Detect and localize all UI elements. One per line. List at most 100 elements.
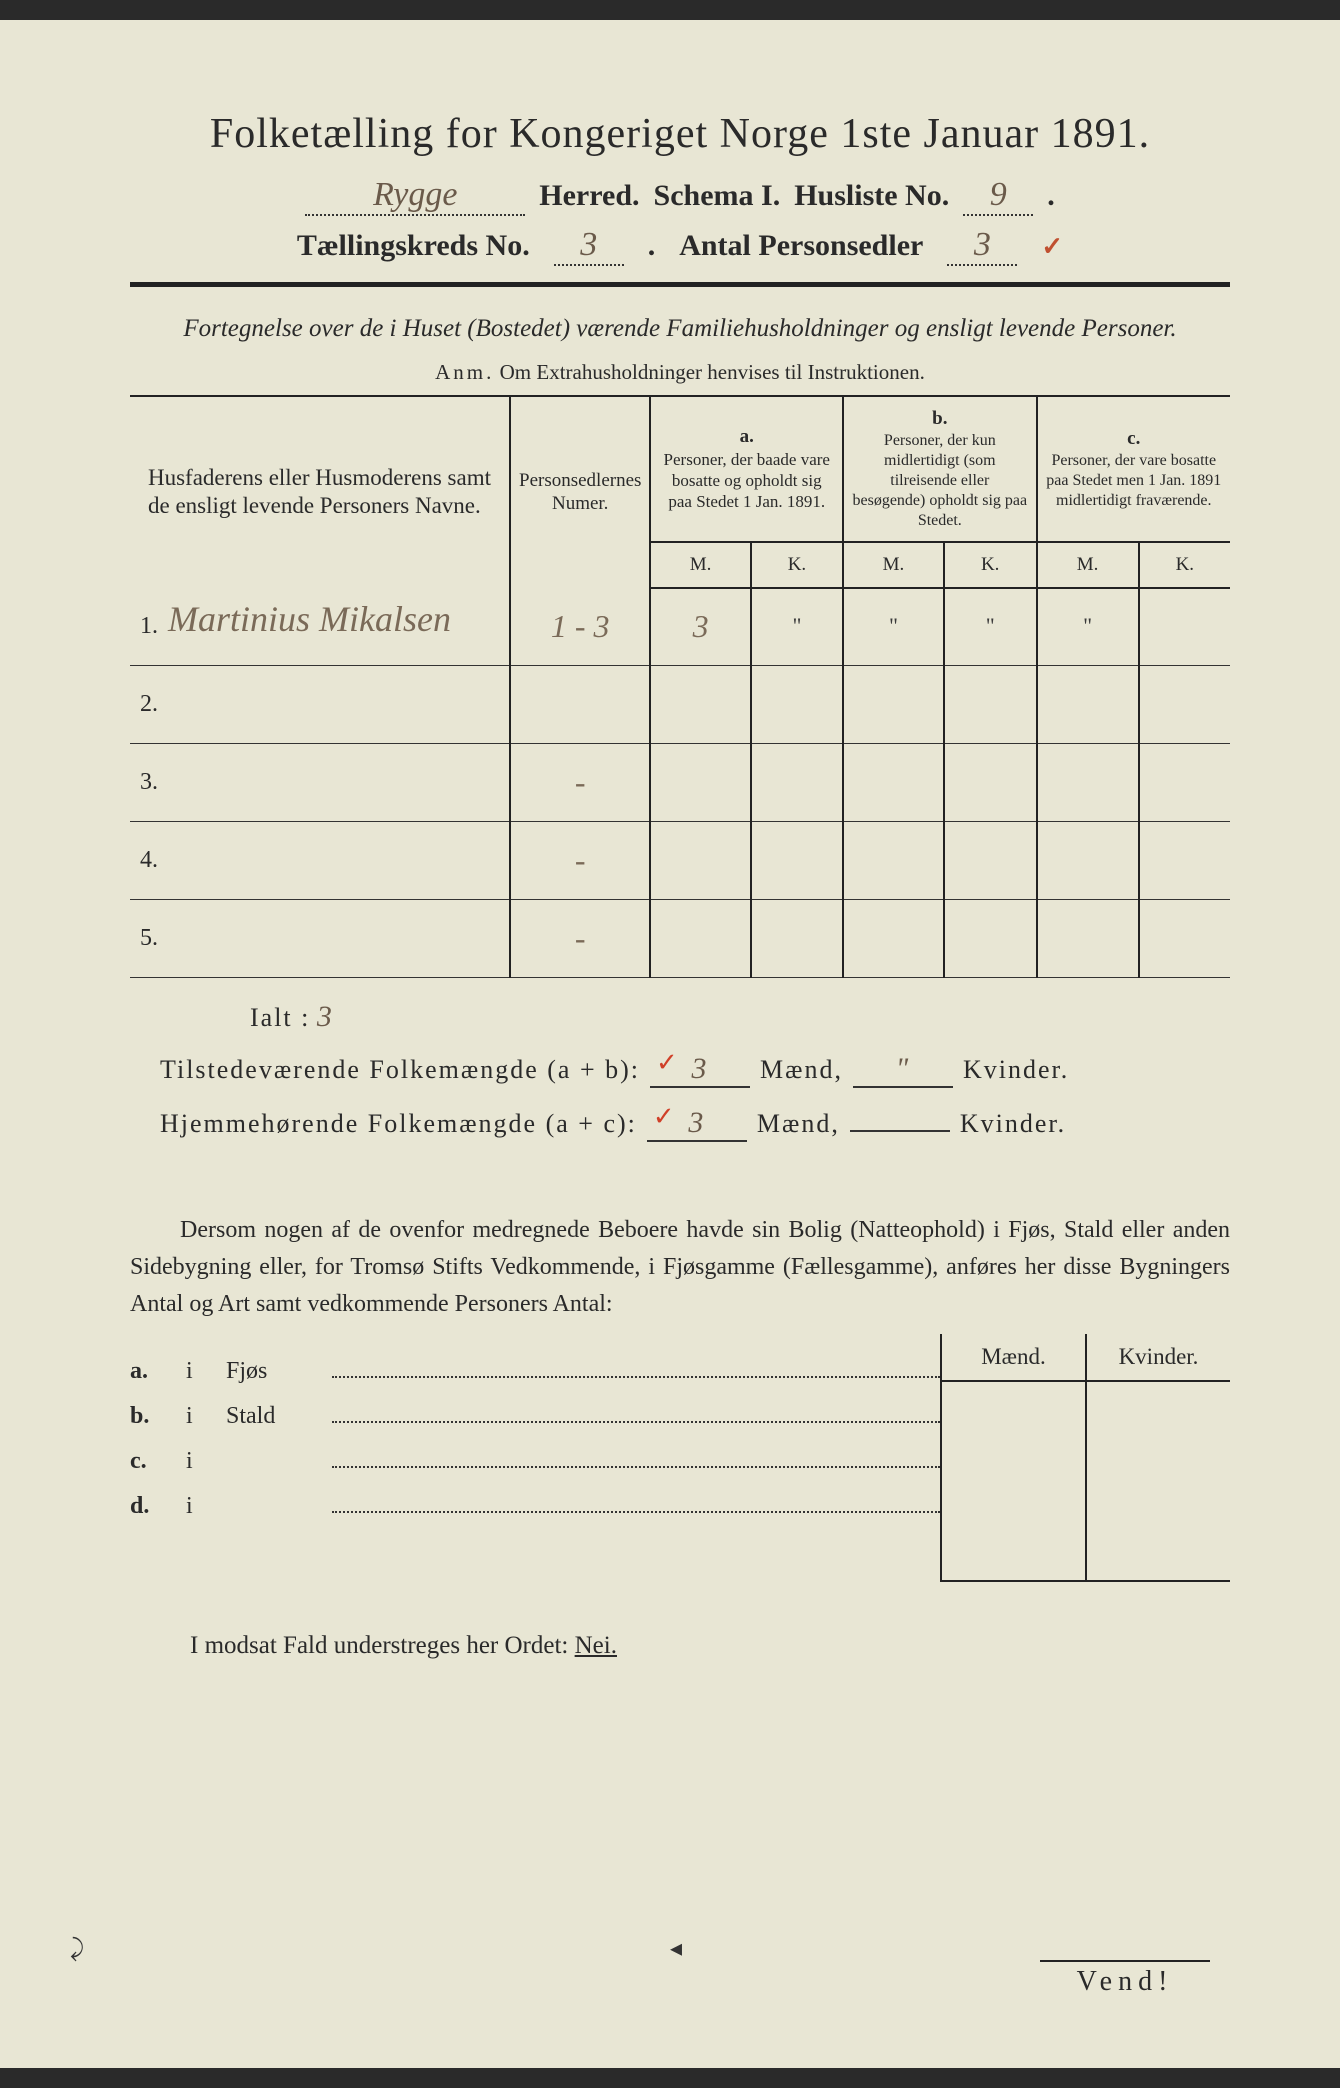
summary-resident: Hjemmehørende Folkemængde (a + c): ✓3 Mæ… xyxy=(130,1106,1230,1142)
building-row: b. i Stald xyxy=(130,1399,940,1430)
a-k-cell xyxy=(751,900,843,978)
c-m-cell xyxy=(1037,666,1139,744)
building-rows: a. i Fjøs b. i Stald c.i d. i xyxy=(130,1334,940,1582)
a-k-cell xyxy=(751,822,843,900)
col-b-k: K. xyxy=(944,542,1037,588)
b-m-cell xyxy=(843,744,944,822)
num-cell xyxy=(510,666,650,744)
check-icon: ✓ xyxy=(653,1102,677,1132)
subtitle: Fortegnelse over de i Huset (Bostedet) v… xyxy=(130,311,1230,346)
building-row: d. i xyxy=(130,1489,940,1520)
row-label: b. xyxy=(130,1403,170,1430)
a-m-cell: 3 xyxy=(650,588,750,666)
dotted-line xyxy=(332,1354,940,1378)
schema-label: Schema I. xyxy=(654,179,781,213)
a-k-cell xyxy=(751,744,843,822)
col-c-m: M. xyxy=(1037,542,1139,588)
col-a-k: K. xyxy=(751,542,843,588)
b-m-cell: " xyxy=(843,588,944,666)
sum2-maend-label: Mænd, xyxy=(757,1109,840,1139)
name-cell: 5. xyxy=(130,900,510,978)
b-m-cell xyxy=(843,666,944,744)
herred-value: Rygge xyxy=(373,176,457,213)
col-header-c: c. Personer, der vare bosatte paa Stedet… xyxy=(1037,397,1230,542)
c-m-cell xyxy=(1037,900,1139,978)
building-row: a. i Fjøs xyxy=(130,1354,940,1385)
sum1-kvinder: " xyxy=(896,1052,911,1085)
row-word: Fjøs xyxy=(226,1358,316,1385)
a-m-cell xyxy=(650,900,750,978)
husliste-value: 9 xyxy=(990,176,1007,213)
row-i: i xyxy=(186,1403,210,1430)
anm-lead: Anm. xyxy=(435,360,494,384)
check-icon: ✓ xyxy=(656,1048,680,1078)
col-header-number: Personsedlernes Numer. xyxy=(510,397,650,588)
a-m-cell xyxy=(650,666,750,744)
b-k-cell xyxy=(944,744,1037,822)
mk-kvinder-cell xyxy=(1087,1382,1230,1580)
ialt-row: Ialt : 3 xyxy=(130,1000,1230,1034)
table-row: 4.- xyxy=(130,822,1230,900)
dotted-line xyxy=(332,1444,940,1468)
herred-label: Herred. xyxy=(539,179,639,213)
anm-line: Anm. Om Extrahusholdninger henvises til … xyxy=(130,360,1230,385)
num-cell: - xyxy=(510,822,650,900)
header-row-1: Rygge Herred. Schema I. Husliste No. 9 . xyxy=(130,176,1230,216)
a-m-cell xyxy=(650,822,750,900)
personsedler-label: Antal Personsedler xyxy=(679,229,923,263)
col-a-m: M. xyxy=(650,542,750,588)
corner-mark-left: ⤸ xyxy=(70,1936,84,1963)
b-k-cell: " xyxy=(944,588,1037,666)
census-table: Husfaderens eller Husmoderens samt de en… xyxy=(130,397,1230,978)
b-m-cell xyxy=(843,900,944,978)
c-k-cell xyxy=(1139,822,1230,900)
table-row: 2. xyxy=(130,666,1230,744)
a-m-cell xyxy=(650,744,750,822)
b-k-cell xyxy=(944,666,1037,744)
row-i: i xyxy=(186,1493,210,1520)
building-table: a.iFjøsb.iStaldc.id.i Mænd. Kvinder. xyxy=(130,1334,1230,1582)
row-label: a. xyxy=(130,1358,170,1385)
c-m-cell xyxy=(1037,822,1139,900)
num-cell: 1 - 3 xyxy=(510,588,650,666)
c-k-cell xyxy=(1139,744,1230,822)
col-c-k: K. xyxy=(1139,542,1230,588)
nei-word: Nei. xyxy=(575,1632,617,1659)
row-label: d. xyxy=(130,1493,170,1520)
dotted-line xyxy=(332,1489,940,1513)
kreds-value: 3 xyxy=(580,226,597,263)
c-k-cell xyxy=(1139,588,1230,666)
name-cell: 1.Martinius Mikalsen xyxy=(130,588,510,666)
page-title: Folketælling for Kongeriget Norge 1ste J… xyxy=(130,110,1230,158)
row-i: i xyxy=(186,1358,210,1385)
b-k-cell xyxy=(944,900,1037,978)
row-i: i xyxy=(186,1448,210,1475)
col-header-b: b. Personer, der kun midlertidigt (som t… xyxy=(843,397,1036,542)
kreds-label: Tællingskreds No. xyxy=(297,229,530,263)
vend-label: Vend! xyxy=(1040,1960,1210,1998)
mk-kvinder-header: Kvinder. xyxy=(1087,1334,1230,1380)
mk-maend-cell xyxy=(942,1382,1087,1580)
a-k-cell: " xyxy=(751,588,843,666)
modsat-line: I modsat Fald understreges her Ordet: Ne… xyxy=(130,1632,1230,1660)
summary-present: Tilstedeværende Folkemængde (a + b): ✓3 … xyxy=(130,1052,1230,1088)
c-m-cell xyxy=(1037,744,1139,822)
row-word: Stald xyxy=(226,1403,316,1430)
name-cell: 4. xyxy=(130,822,510,900)
sum2-label: Hjemmehørende Folkemængde (a + c): xyxy=(160,1109,637,1139)
name-value: Martinius Mikalsen xyxy=(168,598,451,640)
ialt-value: 3 xyxy=(317,1000,332,1033)
header-rule xyxy=(130,282,1230,287)
sum2-kvinder-label: Kvinder. xyxy=(960,1109,1066,1139)
personsedler-value: 3 xyxy=(974,226,991,263)
husliste-label: Husliste No. xyxy=(794,179,949,213)
c-m-cell: " xyxy=(1037,588,1139,666)
c-k-cell xyxy=(1139,900,1230,978)
table-row: 3.- xyxy=(130,744,1230,822)
num-cell: - xyxy=(510,744,650,822)
name-cell: 3. xyxy=(130,744,510,822)
corner-mark-center: ◂ xyxy=(670,1934,682,1963)
sum1-maend: 3 xyxy=(692,1052,709,1085)
building-row: c.i xyxy=(130,1444,940,1475)
ialt-label: Ialt : xyxy=(250,1003,310,1032)
